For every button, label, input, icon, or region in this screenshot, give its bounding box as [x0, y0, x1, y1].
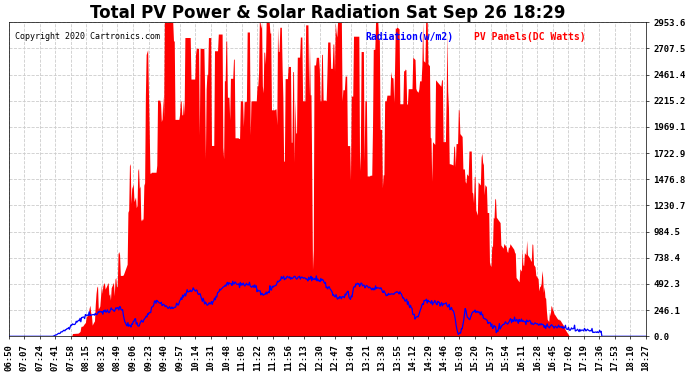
Text: Copyright 2020 Cartronics.com: Copyright 2020 Cartronics.com: [15, 32, 160, 41]
Text: Radiation(w/m2): Radiation(w/m2): [366, 32, 453, 42]
Text: PV Panels(DC Watts): PV Panels(DC Watts): [474, 32, 586, 42]
Title: Total PV Power & Solar Radiation Sat Sep 26 18:29: Total PV Power & Solar Radiation Sat Sep…: [90, 4, 565, 22]
